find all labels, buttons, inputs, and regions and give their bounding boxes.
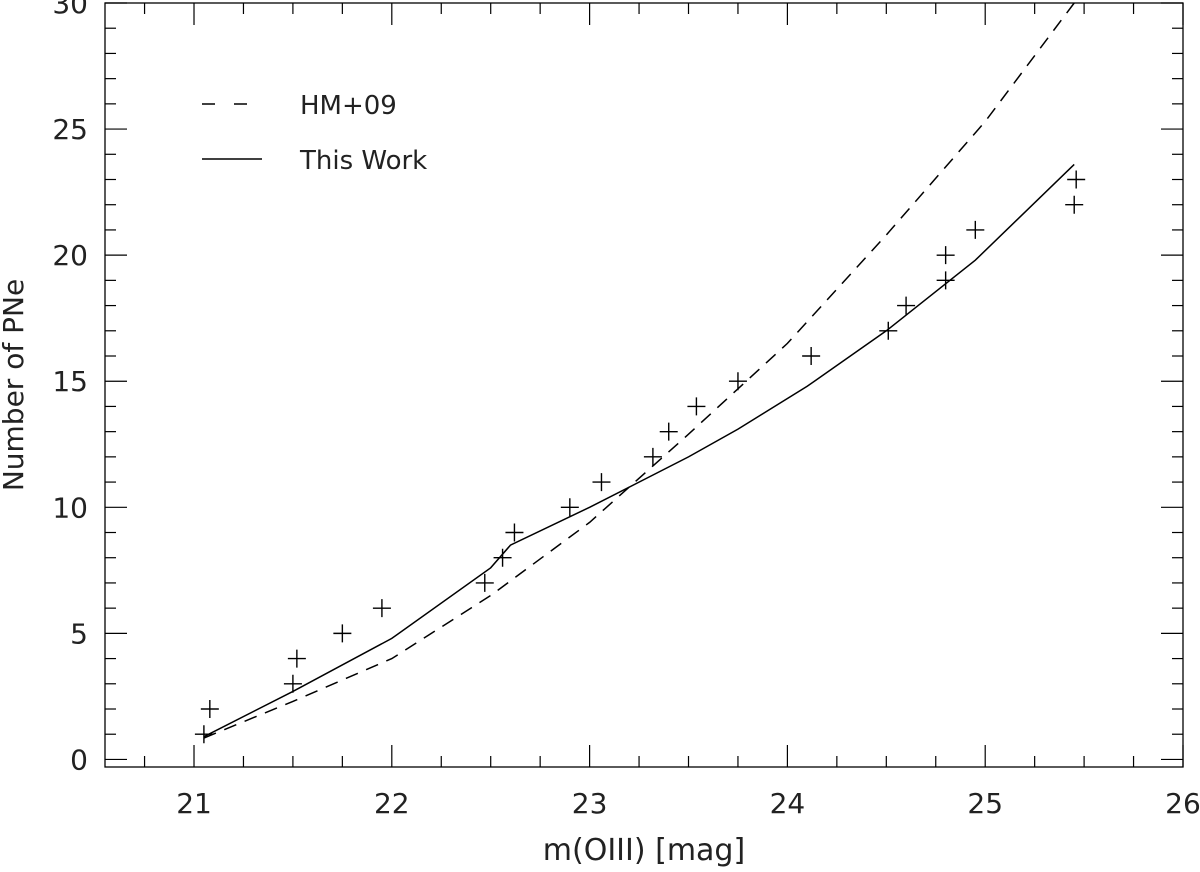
data-point-marker: [728, 372, 747, 391]
y-tick-label: 10: [52, 491, 88, 524]
series-line-this-work: [203, 163, 1075, 738]
x-tick-label: 25: [967, 787, 1003, 820]
y-tick-label: 15: [52, 365, 88, 398]
data-point-marker: [643, 447, 662, 466]
legend-label: HM+09: [300, 91, 397, 121]
data-point-marker: [659, 422, 678, 441]
data-point-marker: [333, 624, 352, 643]
x-tick-label: 22: [374, 787, 410, 820]
data-point-marker: [287, 649, 306, 668]
x-tick-label: 26: [1165, 787, 1200, 820]
markers-layer: [194, 170, 1086, 744]
data-point-marker: [687, 397, 706, 416]
x-tick-label: 23: [572, 787, 608, 820]
data-point-marker: [200, 700, 219, 719]
legend-label: This Work: [299, 146, 427, 176]
x-tick-label: 24: [770, 787, 806, 820]
data-point-marker: [936, 271, 955, 290]
y-tick-label: 0: [70, 743, 88, 776]
data-point-marker: [505, 523, 524, 542]
data-point-marker: [1065, 195, 1084, 214]
data-point-marker: [936, 246, 955, 265]
y-tick-label: 5: [70, 617, 88, 650]
data-point-marker: [283, 674, 302, 693]
data-point-marker: [879, 321, 898, 340]
y-axis-label: Number of PNe: [0, 279, 30, 491]
legend: HM+09 This Work: [202, 91, 427, 176]
data-point-marker: [1067, 170, 1086, 189]
data-point-marker: [493, 548, 512, 567]
data-point-marker: [194, 725, 213, 744]
plot-frame: [104, 2, 1184, 768]
y-tick-label: 25: [52, 113, 88, 146]
x-tick-label: 21: [176, 787, 212, 820]
data-point-marker: [372, 599, 391, 618]
data-point-marker: [475, 573, 494, 592]
x-axis-label: m(OIII) [mag]: [543, 833, 745, 867]
data-point-marker: [592, 473, 611, 492]
ticks-layer: 21 22 23 24 25 26 0 5 10 15 20 25 30: [52, 0, 1200, 820]
series-layer: [203, 2, 1075, 739]
data-point-marker: [897, 296, 916, 315]
data-point-marker: [966, 220, 985, 239]
data-point-marker: [802, 347, 821, 366]
y-tick-label: 20: [52, 239, 88, 272]
data-point-marker: [560, 498, 579, 517]
series-line-hm09: [203, 2, 1075, 739]
y-tick-label: 30: [52, 0, 88, 20]
